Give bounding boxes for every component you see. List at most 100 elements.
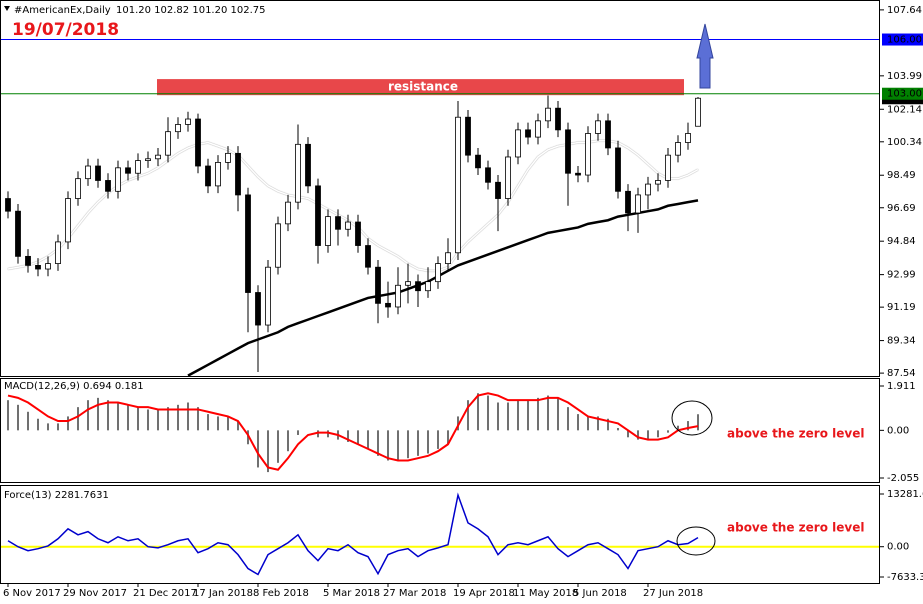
y-tick-label: -7633.36 [887,572,923,583]
y-tick-label: 89.34 [887,336,916,347]
candle-body [645,183,651,196]
candle-body [135,160,141,174]
candle-body [655,180,661,185]
candle-body [335,216,341,230]
candle-body [435,263,441,283]
candle-body [15,210,21,257]
candle-body [495,181,501,199]
candle-body [325,216,331,246]
candle-body [665,154,671,181]
resistance-zone [157,79,684,96]
candle-body [295,143,301,203]
y-tick-label: 92.99 [887,270,916,281]
y-tick-label: 107.64 [887,5,922,16]
x-tick-label: 8 Feb 2018 [253,588,309,599]
macd-annotation: above the zero level [727,427,864,441]
candle-body [535,120,541,138]
x-tick-label: 11 May 2018 [513,588,578,599]
force-circle [676,526,716,556]
plot-layer: 107.64 103.99 102.14 100.34 98.49 96.69 94.84 9… [0,5,923,599]
force-title: Force(13) 2281.7631 [4,490,109,501]
candle-body [115,167,121,192]
candle-body [75,178,81,199]
candle-body [245,194,251,293]
candle-body [465,116,471,156]
candle-body [95,165,101,181]
candle-body [215,161,221,187]
candle-body [455,116,461,254]
candle-body [585,133,591,176]
level-box [882,87,923,100]
candle-body [375,266,381,304]
candle-body [365,245,371,268]
candle-body [555,107,561,131]
macd-circle [671,400,713,436]
level-label: 103.00 [887,89,922,100]
y-tick-label: -2.055 [887,473,919,484]
y-tick-label: 91.19 [887,302,916,313]
candle-body [45,263,51,270]
x-tick-label: 19 Apr 2018 [453,588,515,599]
moving-average [187,199,699,377]
candle-body [125,167,131,174]
x-tick-label: 29 Nov 2017 [63,588,127,599]
candle-body [405,281,411,286]
level-label: 106.00 [887,35,922,46]
candle-body [185,118,191,125]
candle-body [475,154,481,169]
resistance-label: resistance [388,80,458,94]
y-tick-label: 100.34 [887,137,922,148]
force-panel-frame [0,485,880,584]
candle-body [265,266,271,326]
candle-body [285,201,291,225]
candle-body [565,129,571,174]
candle-body [5,198,11,212]
candle-body [395,284,401,308]
candle-body [235,152,241,196]
y-tick-label: 87.54 [887,368,916,379]
candle-body [305,143,311,187]
candle-body [85,165,91,180]
macd-panel-frame [0,378,880,483]
date-label: 19/07/2018 [12,20,119,40]
candle-body [345,221,351,230]
candle-body [145,158,151,161]
candle-body [445,252,451,264]
overlay-layer: #AmericanEx,Daily 101.20 102.82 101.20 1… [0,0,923,584]
candle-body [515,129,521,158]
y-tick-label: 96.69 [887,203,916,214]
candle-body [35,265,41,270]
candle-body [225,152,231,163]
candle-body [695,97,701,127]
candle-body [425,281,431,292]
y-tick-label: 1.911 [887,381,916,392]
candle-body [55,241,61,264]
candle-body [625,190,631,214]
candle-body [605,120,611,149]
candle-body [165,131,171,156]
candle-body [175,124,181,133]
candle-body [635,194,641,214]
candle-body [155,154,161,160]
macd-title: MACD(12,26,9) 0.694 0.181 [4,381,144,392]
signal-line [7,392,699,471]
x-tick-label: 21 Dec 2017 [133,588,197,599]
x-tick-label: 5 Jun 2018 [573,588,627,599]
candle-body [385,302,391,308]
candle-body [355,221,361,246]
price-panel-frame [0,0,880,377]
y-tick-label: 0.00 [887,425,909,436]
y-tick-label: 103.99 [887,71,922,82]
up-arrow [696,23,714,89]
force-line [7,492,699,576]
candle-body [525,129,531,138]
y-tick-label: 98.49 [887,170,916,181]
y-tick-label: 102.14 [887,104,922,115]
candle-body [595,120,601,134]
candle-body [65,198,71,243]
header-icon [4,6,10,11]
candle-body [205,165,211,187]
candle-body [505,156,511,199]
level-box [882,33,923,46]
